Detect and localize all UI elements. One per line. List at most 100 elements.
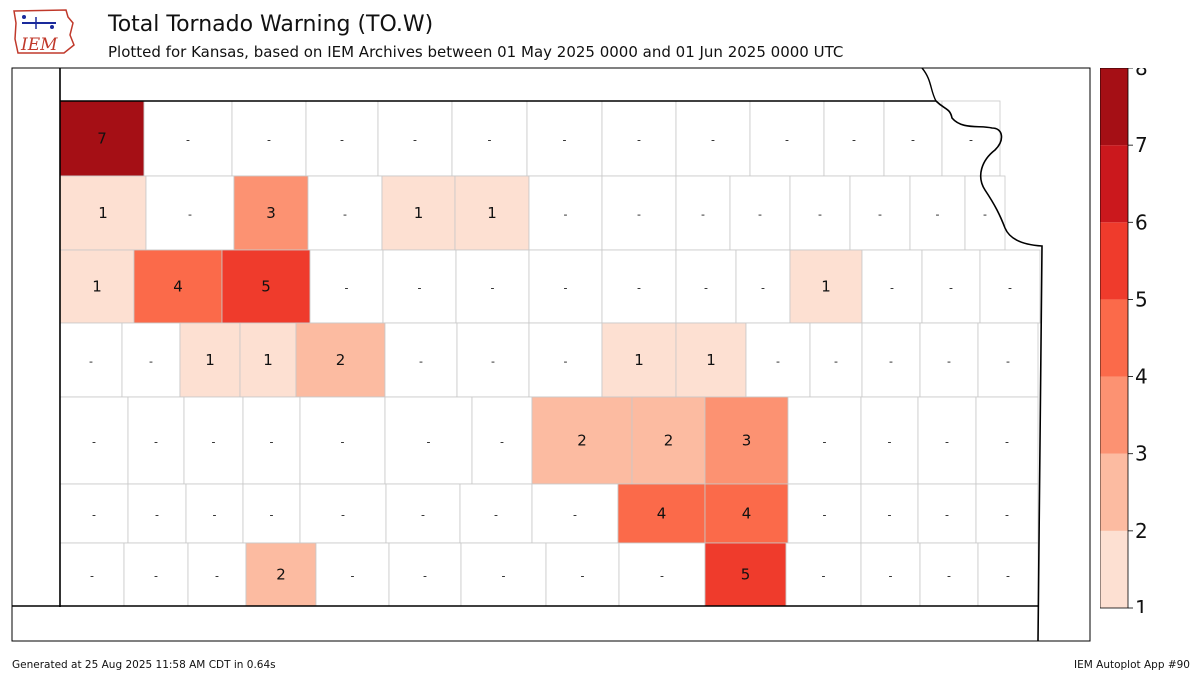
colorbar-tick-label: 2 [1135,519,1148,543]
state-boundaries [11,67,1091,642]
county-fill [860,396,919,485]
county-value-label: - [947,355,951,368]
county: - [729,175,791,251]
county: 4 [704,483,789,544]
map-subtitle: Plotted for Kansas, based on IEM Archive… [108,43,844,61]
county: - [919,542,979,607]
county-value-label: - [637,134,641,147]
county-fill [975,483,1039,544]
county-value-label: - [581,570,585,583]
county: - [921,249,981,324]
colorbar-tick-label: 3 [1135,442,1148,466]
county-fill [179,322,241,398]
county-fill [185,483,244,544]
county-value-label: - [889,355,893,368]
county: - [121,322,181,398]
county-fill [381,175,456,251]
county-value-label: - [154,570,158,583]
colorbar: 1 2 3 4 5 6 7 8 [1100,68,1148,613]
county-value-label: - [92,436,96,449]
county: - [299,396,386,485]
county: - [385,483,461,544]
county: - [823,100,885,177]
county-fill [860,483,919,544]
county-fill [977,542,1039,607]
county: 1 [789,249,863,324]
county: - [860,396,919,485]
county-value-label: - [936,208,940,221]
county: 1 [381,175,456,251]
county-value-label: - [154,436,158,449]
colorbar-swatch [1100,222,1128,300]
county: - [917,483,977,544]
county-fill [860,542,921,607]
county-fill [382,249,457,324]
county-value-label: - [270,509,274,522]
county-fill [631,396,706,485]
county-fill [239,322,297,398]
county: - [849,175,911,251]
county: - [919,322,979,398]
county: - [388,542,462,607]
county-value-label: - [704,282,708,295]
colorbar-swatch [1100,453,1128,531]
county-fill [187,542,247,607]
county-value-label: - [637,208,641,221]
county: 1 [601,322,677,398]
county-value-label: - [776,355,780,368]
county-value-label: - [890,282,894,295]
county-value-label: - [419,355,423,368]
county: 2 [245,542,317,607]
county-value-label: 1 [706,351,716,369]
county-fill [917,483,977,544]
county-value-label: - [822,570,826,583]
county-value-label: - [270,436,274,449]
county-value-label: - [212,436,216,449]
colorbar-frame [1100,68,1129,609]
county: - [59,542,125,607]
county-fill [59,396,129,485]
county-fill [745,322,811,398]
colorbar-tick-label: 8 [1135,68,1148,80]
county-value-label: 4 [742,505,752,523]
county: - [528,249,603,324]
county-value-label: - [888,436,892,449]
county: - [305,100,379,177]
colorbar-tick-label: 7 [1135,133,1148,157]
county-fill [123,542,189,607]
county-value-label: 2 [577,432,587,450]
county: 7 [59,100,145,177]
county-value-label: - [188,208,192,221]
county-value-label: - [564,208,568,221]
county-value-label: - [341,436,345,449]
county: - [528,322,603,398]
county: - [231,100,307,177]
county-value-label: - [345,282,349,295]
county-value-label: - [90,570,94,583]
county: - [242,396,301,485]
county: - [123,542,189,607]
county: - [809,322,863,398]
colorbar-swatch [1100,68,1128,146]
county: 1 [454,175,530,251]
county-value-label: - [491,355,495,368]
colorbar-tick-label: 5 [1135,287,1148,311]
county-value-label: - [823,509,827,522]
county-value-label: - [494,509,498,522]
county-value-label: 7 [97,130,107,148]
county-fill [787,483,862,544]
county-fill [785,542,862,607]
county: - [917,396,977,485]
county-value-label: - [911,134,915,147]
county-fill [861,322,921,398]
county: - [187,542,247,607]
county-fill [305,100,379,177]
county-value-label: - [660,570,664,583]
county: - [127,396,185,485]
county-fill [531,396,633,485]
iem-logo: IEM [10,5,78,59]
county: - [975,483,1039,544]
county-value-label: - [340,134,344,147]
county: 2 [531,396,633,485]
county-value-label: 1 [487,204,497,222]
